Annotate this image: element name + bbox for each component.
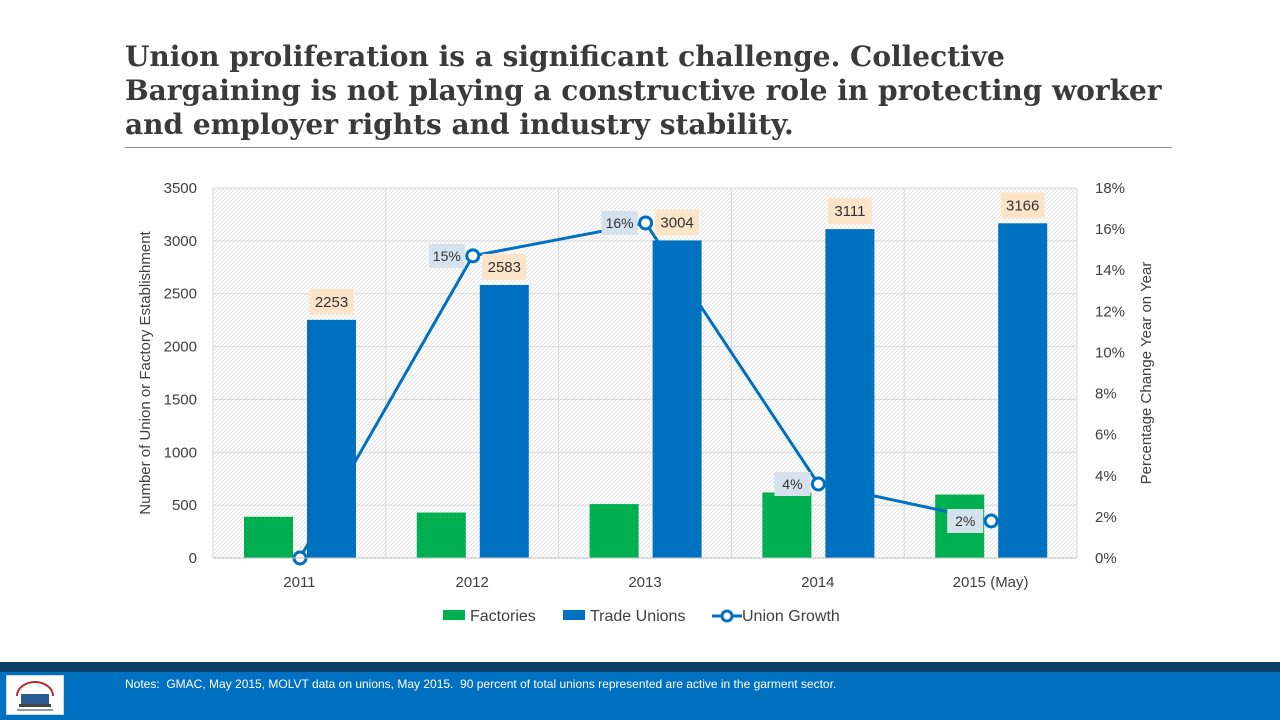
x-tick-label: 2014 bbox=[801, 574, 834, 591]
factories-bar bbox=[762, 492, 812, 558]
trade-unions-data-label: 3111 bbox=[834, 203, 865, 220]
union-growth-label-bg bbox=[428, 243, 465, 268]
factories-bar bbox=[244, 516, 293, 558]
union-growth-point bbox=[465, 248, 481, 264]
union-growth-data-label: 2% bbox=[955, 513, 975, 529]
union-growth-label-bg bbox=[774, 472, 811, 496]
organization-logo bbox=[6, 675, 64, 715]
trade-unions-bar bbox=[307, 319, 356, 558]
y2-tick-label: 18% bbox=[1095, 180, 1125, 197]
y-tick-label: 1000 bbox=[164, 444, 197, 461]
logo-emblem-icon bbox=[16, 681, 54, 711]
union-growth-point bbox=[638, 215, 654, 231]
union-growth-data-label: 16% bbox=[606, 215, 634, 231]
y-tick-label: 3000 bbox=[164, 233, 197, 250]
y2-tick-label: 8% bbox=[1095, 386, 1117, 403]
trade-unions-label-bg bbox=[827, 198, 872, 225]
trade-unions-label-bg bbox=[482, 253, 527, 280]
slide-title: Union proliferation is a significant cha… bbox=[125, 40, 1162, 141]
legend: Factories Trade Unions Union Growth bbox=[443, 608, 840, 625]
factories-bar bbox=[416, 512, 466, 558]
legend-marker-union-growth bbox=[720, 609, 734, 623]
factories-bar bbox=[589, 504, 639, 558]
trade-unions-bar bbox=[825, 229, 875, 558]
y2-tick-label: 0% bbox=[1095, 550, 1117, 567]
trade-unions-bar bbox=[652, 240, 702, 559]
axes: 0 500 1000 1500 2000 2500 3000 3500 0% 2% 4% 6% 8% 10… bbox=[137, 180, 1155, 591]
footer-notes: Notes: GMAC, May 2015, MOLVT data on uni… bbox=[125, 677, 837, 691]
union-growth-data-label: 15% bbox=[433, 248, 461, 264]
footer-band bbox=[0, 672, 1280, 720]
y2-tick-label: 6% bbox=[1095, 427, 1117, 444]
growth-line bbox=[292, 215, 999, 566]
y2-tick-label: 12% bbox=[1095, 303, 1125, 320]
y2-tick-label: 16% bbox=[1095, 221, 1125, 238]
trade-unions-label-bg bbox=[309, 288, 354, 315]
y2-axis-title: Percentage Change Year on Year bbox=[1138, 262, 1155, 485]
union-growth-data-label: 4% bbox=[782, 476, 802, 492]
legend-swatch-factories bbox=[443, 610, 465, 620]
union-growth-point bbox=[810, 476, 826, 492]
data-labels: 2253 2583 3004 3111 3166 15% 16% 4% 2% bbox=[309, 192, 1045, 533]
trade-unions-bar bbox=[479, 284, 529, 558]
y-axis-title: Number of Union or Factory Establishment bbox=[137, 230, 154, 514]
union-growth-point bbox=[983, 513, 999, 529]
x-tick-label: 2013 bbox=[628, 574, 661, 591]
trade-unions-label-bg bbox=[655, 209, 700, 236]
footer-divider bbox=[0, 662, 1280, 672]
y-tick-label: 0 bbox=[189, 550, 197, 567]
y-tick-label: 500 bbox=[172, 497, 197, 514]
trade-unions-data-label: 2583 bbox=[488, 259, 521, 276]
y-tick-label: 1500 bbox=[164, 391, 197, 408]
y2-tick-label: 4% bbox=[1095, 468, 1117, 485]
y-tick-label: 2500 bbox=[164, 286, 197, 303]
x-tick-label: 2012 bbox=[456, 574, 489, 591]
trade-unions-data-label: 3004 bbox=[660, 214, 693, 231]
legend-label-factories: Factories bbox=[470, 608, 536, 625]
bars bbox=[244, 223, 1048, 559]
trade-unions-data-label: 2253 bbox=[315, 294, 348, 311]
y2-tick-label: 14% bbox=[1095, 262, 1125, 279]
x-tick-label: 2011 bbox=[283, 574, 315, 591]
trade-unions-label-bg bbox=[1000, 192, 1045, 219]
y2-tick-label: 10% bbox=[1095, 344, 1125, 361]
title-divider bbox=[125, 147, 1172, 148]
x-tick-label: 2015 (May) bbox=[953, 574, 1029, 591]
union-growth-label-bg bbox=[601, 210, 638, 235]
legend-label-trade-unions: Trade Unions bbox=[590, 608, 685, 625]
y-tick-label: 3500 bbox=[164, 180, 197, 197]
y2-tick-label: 2% bbox=[1095, 509, 1117, 526]
union-growth-label-bg bbox=[947, 509, 984, 533]
y-tick-label: 2000 bbox=[164, 339, 197, 356]
plot-area bbox=[213, 188, 1077, 558]
legend-label-union-growth: Union Growth bbox=[742, 608, 840, 625]
trade-unions-data-label: 3166 bbox=[1006, 197, 1039, 214]
combo-chart: 2253 2583 3004 3111 3166 15% 16% 4% 2% 0 500 1000 1… bbox=[137, 180, 1155, 625]
trade-unions-bar bbox=[998, 223, 1048, 558]
legend-swatch-trade-unions bbox=[563, 610, 585, 620]
